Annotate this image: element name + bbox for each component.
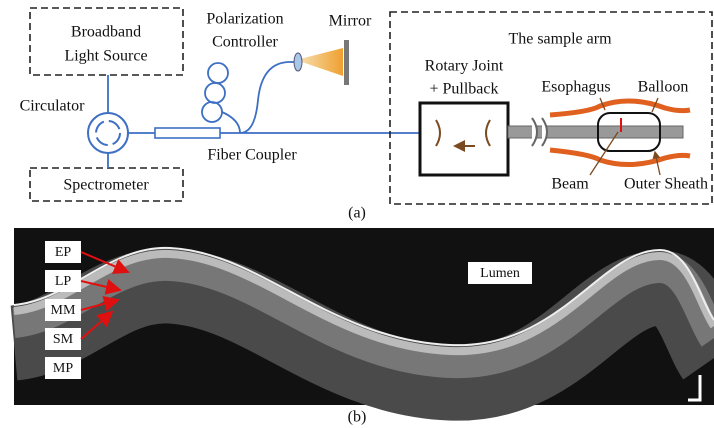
label: Spectrometer bbox=[63, 177, 149, 194]
label: Polarization bbox=[206, 11, 283, 28]
label: + Pullback bbox=[429, 81, 498, 98]
shape bbox=[222, 112, 240, 133]
label: MM bbox=[51, 303, 76, 318]
shape bbox=[30, 8, 183, 75]
label: Circulator bbox=[20, 98, 86, 115]
shape bbox=[155, 128, 220, 138]
shape bbox=[88, 113, 128, 153]
label: SM bbox=[53, 332, 74, 347]
shape bbox=[208, 63, 228, 83]
label: The sample arm bbox=[508, 31, 612, 48]
label: Lumen bbox=[480, 266, 520, 281]
label: Outer Sheath bbox=[624, 176, 708, 193]
shape bbox=[296, 48, 343, 76]
label: LP bbox=[55, 274, 72, 289]
label: Mirror bbox=[329, 13, 372, 30]
label: Light Source bbox=[64, 48, 147, 65]
label: Fiber Coupler bbox=[207, 147, 297, 164]
label: MP bbox=[53, 361, 73, 376]
label: (b) bbox=[348, 409, 367, 426]
label: EP bbox=[55, 245, 72, 260]
label: Broadband bbox=[71, 24, 141, 41]
shape bbox=[205, 83, 225, 103]
label: Controller bbox=[212, 34, 278, 51]
label: Balloon bbox=[638, 79, 689, 96]
panel-b: Lumen EP LP MM SM MP (b) bbox=[14, 228, 714, 426]
label: (a) bbox=[348, 205, 366, 222]
figure: Broadband Light Source Spectrometer Circ… bbox=[0, 0, 714, 428]
panel-a: Broadband Light Source Spectrometer Circ… bbox=[20, 8, 712, 222]
label: Beam bbox=[551, 176, 589, 193]
shape bbox=[294, 53, 302, 71]
shape bbox=[344, 40, 349, 85]
shape bbox=[202, 102, 222, 122]
label: Esophagus bbox=[541, 79, 610, 96]
label: Rotary Joint bbox=[425, 58, 504, 75]
shape bbox=[420, 103, 508, 175]
